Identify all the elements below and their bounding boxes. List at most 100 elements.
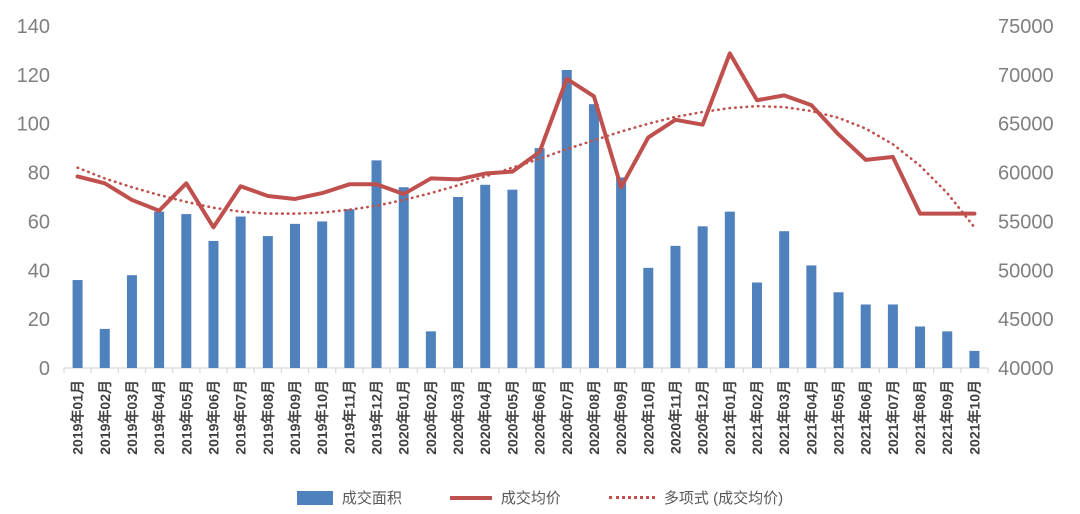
svg-text:2021年07月: 2021年07月 bbox=[885, 380, 901, 455]
bar bbox=[344, 209, 355, 368]
svg-text:2019年11月: 2019年11月 bbox=[341, 380, 357, 454]
svg-text:60000: 60000 bbox=[998, 163, 1054, 185]
svg-text:2020年02月: 2020年02月 bbox=[423, 380, 439, 455]
legend-label-price: 成交均价 bbox=[500, 490, 561, 507]
svg-text:2021年01月: 2021年01月 bbox=[722, 380, 738, 455]
svg-text:20: 20 bbox=[28, 309, 50, 331]
legend-label-area: 成交面积 bbox=[341, 490, 402, 507]
svg-text:55000: 55000 bbox=[998, 211, 1054, 233]
svg-text:2019年12月: 2019年12月 bbox=[369, 380, 385, 455]
bar bbox=[72, 280, 83, 368]
bar bbox=[262, 236, 273, 368]
svg-text:2020年04月: 2020年04月 bbox=[477, 380, 493, 455]
bar bbox=[534, 148, 545, 368]
bar bbox=[154, 211, 165, 368]
bar bbox=[724, 211, 735, 368]
bar bbox=[398, 187, 409, 368]
bar bbox=[507, 189, 518, 368]
svg-text:2020年12月: 2020年12月 bbox=[695, 380, 711, 455]
trendline-series-swatch bbox=[608, 496, 655, 499]
svg-text:2019年06月: 2019年06月 bbox=[205, 380, 221, 455]
trendline-dotted bbox=[76, 104, 976, 229]
svg-text:2020年10月: 2020年10月 bbox=[640, 380, 656, 455]
bar bbox=[480, 184, 491, 368]
svg-text:2021年02月: 2021年02月 bbox=[749, 380, 765, 455]
bar bbox=[208, 240, 219, 368]
bars-area-series bbox=[72, 69, 980, 369]
bar bbox=[425, 331, 436, 368]
svg-text:2021年09月: 2021年09月 bbox=[939, 380, 955, 455]
bar bbox=[887, 304, 898, 368]
svg-text:60: 60 bbox=[28, 211, 50, 233]
bar bbox=[181, 214, 192, 368]
svg-text:2020年08月: 2020年08月 bbox=[586, 380, 602, 455]
svg-text:40000: 40000 bbox=[998, 358, 1054, 380]
bar bbox=[752, 282, 762, 368]
svg-text:50000: 50000 bbox=[998, 260, 1054, 282]
bar bbox=[860, 304, 871, 368]
right-axis-labels: 75000 70000 65000 60000 55000 50000 45000 40000 bbox=[998, 16, 1054, 380]
legend-label-trend: 多项式 (成交均价) bbox=[663, 490, 784, 507]
svg-text:140: 140 bbox=[17, 16, 50, 38]
svg-text:2019年01月: 2019年01月 bbox=[70, 380, 86, 455]
bar bbox=[371, 160, 382, 368]
bar bbox=[779, 231, 790, 368]
svg-text:2019年08月: 2019年08月 bbox=[260, 380, 276, 455]
svg-text:2020年06月: 2020年06月 bbox=[532, 380, 548, 455]
bar bbox=[235, 216, 246, 368]
legend-item-trend: 多项式 (成交均价) bbox=[608, 487, 784, 508]
svg-text:100: 100 bbox=[17, 114, 50, 136]
bar bbox=[942, 331, 953, 368]
bar bbox=[561, 69, 572, 368]
bar bbox=[99, 328, 110, 368]
svg-text:65000: 65000 bbox=[998, 114, 1054, 136]
svg-text:40: 40 bbox=[28, 260, 50, 282]
svg-text:2019年03月: 2019年03月 bbox=[124, 380, 140, 455]
svg-text:2021年03月: 2021年03月 bbox=[776, 380, 792, 455]
svg-text:2021年08月: 2021年08月 bbox=[912, 380, 928, 455]
svg-text:120: 120 bbox=[17, 65, 50, 87]
svg-text:2020年09月: 2020年09月 bbox=[613, 380, 629, 455]
svg-text:2021年05月: 2021年05月 bbox=[831, 380, 847, 455]
bar bbox=[453, 197, 464, 368]
legend-item-price: 成交均价 bbox=[449, 487, 561, 508]
price-line bbox=[75, 51, 977, 230]
x-axis-labels: 2019年01月 2019年02月 2019年03月 2019年04月 2019年05月… bbox=[70, 380, 983, 455]
svg-text:2019年07月: 2019年07月 bbox=[233, 380, 249, 455]
bar bbox=[915, 326, 926, 368]
svg-text:2020年01月: 2020年01月 bbox=[396, 380, 412, 455]
svg-text:2021年06月: 2021年06月 bbox=[858, 380, 874, 455]
bar bbox=[317, 221, 328, 368]
svg-text:2020年05月: 2020年05月 bbox=[504, 380, 520, 455]
bar bbox=[833, 292, 844, 368]
chart-legend: 成交面积 成交均价 多项式 (成交均价) bbox=[0, 487, 1080, 508]
svg-text:0: 0 bbox=[39, 358, 50, 380]
bar bbox=[643, 267, 654, 368]
bar bbox=[670, 245, 681, 368]
svg-text:2021年10月: 2021年10月 bbox=[966, 380, 982, 455]
line-series-swatch bbox=[449, 495, 492, 500]
x-axis bbox=[63, 367, 989, 373]
svg-text:80: 80 bbox=[28, 163, 50, 185]
legend-item-area: 成交面积 bbox=[296, 487, 402, 508]
svg-text:70000: 70000 bbox=[998, 65, 1054, 87]
svg-text:2020年03月: 2020年03月 bbox=[450, 380, 466, 455]
bar bbox=[290, 223, 300, 368]
svg-text:2021年04月: 2021年04月 bbox=[803, 380, 819, 455]
svg-text:2019年05月: 2019年05月 bbox=[178, 380, 194, 455]
svg-text:2020年07月: 2020年07月 bbox=[559, 380, 575, 455]
bar bbox=[697, 226, 708, 368]
bar bbox=[969, 350, 980, 368]
bar-series-swatch bbox=[296, 490, 333, 505]
bar bbox=[806, 265, 817, 368]
bar bbox=[126, 275, 137, 368]
svg-text:2019年04月: 2019年04月 bbox=[151, 380, 167, 455]
left-axis-labels: 140 120 100 80 60 40 20 0 bbox=[17, 16, 50, 380]
svg-text:2019年02月: 2019年02月 bbox=[97, 380, 113, 455]
bar bbox=[616, 177, 627, 368]
svg-text:2019年09月: 2019年09月 bbox=[287, 380, 303, 455]
bar bbox=[588, 104, 599, 369]
svg-text:75000: 75000 bbox=[998, 16, 1054, 38]
